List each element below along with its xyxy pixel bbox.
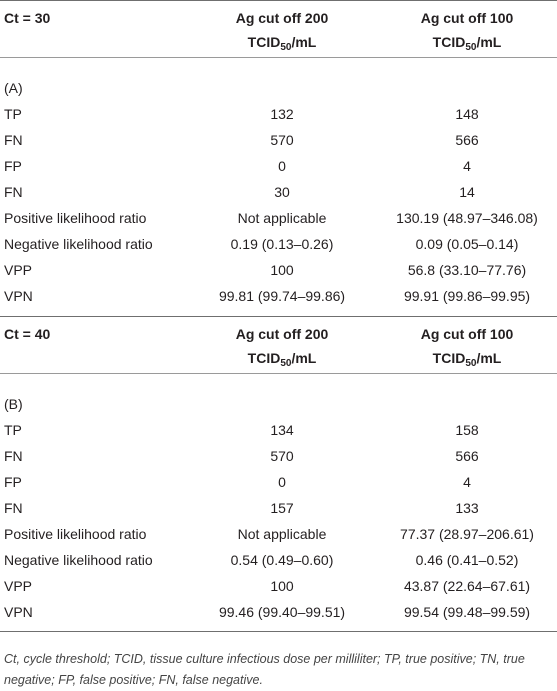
cell: 43.87 (22.64–67.61) <box>403 578 531 594</box>
unit-main: TCID <box>247 34 281 50</box>
cell: 133 <box>455 500 479 516</box>
section-label: (A) <box>4 80 23 96</box>
rule <box>0 316 557 317</box>
cell: 570 <box>270 448 294 464</box>
column-header: Ag cut off 100 <box>420 10 514 26</box>
unit-sub: 50 <box>465 42 477 53</box>
header-ct: Ct = 40 <box>4 326 51 342</box>
row-label: Positive likelihood ratio <box>4 210 147 226</box>
cell: Not applicable <box>237 526 327 542</box>
row-label: TP <box>4 106 22 122</box>
rule <box>0 57 557 58</box>
column-unit: TCID50/mL <box>247 349 317 369</box>
cell: 99.46 (99.40–99.51) <box>218 604 346 620</box>
cell: 99.81 (99.74–99.86) <box>218 288 346 304</box>
unit-sub: 50 <box>465 358 477 369</box>
cell: 0 <box>278 158 286 174</box>
row-label: FN <box>4 500 23 516</box>
cell: 157 <box>270 500 294 516</box>
row-label: VPN <box>4 604 33 620</box>
cell: 132 <box>270 106 294 122</box>
cell: 0.19 (0.13–0.26) <box>230 236 334 252</box>
row-label: FN <box>4 448 23 464</box>
row-label: FP <box>4 158 22 174</box>
cell: 0.09 (0.05–0.14) <box>415 236 519 252</box>
row-label: Negative likelihood ratio <box>4 552 153 568</box>
rule <box>0 0 557 1</box>
unit-main: TCID <box>432 350 466 366</box>
cell: 99.54 (99.48–99.59) <box>403 604 531 620</box>
row-label: VPP <box>4 262 33 278</box>
cell: 56.8 (33.10–77.76) <box>407 262 527 278</box>
cell: 99.91 (99.86–99.95) <box>403 288 531 304</box>
row-label: Positive likelihood ratio <box>4 526 147 542</box>
column-unit: TCID50/mL <box>432 349 502 369</box>
column-unit: TCID50/mL <box>247 33 317 53</box>
unit-tail: /mL <box>476 350 502 366</box>
row-label: VPP <box>4 578 33 594</box>
unit-main: TCID <box>432 34 466 50</box>
unit-tail: /mL <box>291 34 317 50</box>
cell: 0 <box>278 474 286 490</box>
row-label: TP <box>4 422 22 438</box>
cell: 566 <box>455 132 479 148</box>
cell: 134 <box>270 422 294 438</box>
unit-sub: 50 <box>280 358 292 369</box>
rule <box>0 631 557 632</box>
column-header: Ag cut off 200 <box>235 326 329 342</box>
row-label: FN <box>4 184 23 200</box>
cell: 30 <box>274 184 290 200</box>
row-label: FN <box>4 132 23 148</box>
row-label: VPN <box>4 288 33 304</box>
cell: 14 <box>459 184 475 200</box>
cell: 570 <box>270 132 294 148</box>
cell: 0.46 (0.41–0.52) <box>415 552 519 568</box>
footnote: Ct, cycle threshold; TCID, tissue cultur… <box>4 652 525 687</box>
unit-main: TCID <box>247 350 281 366</box>
row-label: FP <box>4 474 22 490</box>
cell: 148 <box>455 106 479 122</box>
section-label: (B) <box>4 396 23 412</box>
cell: 100 <box>270 262 294 278</box>
unit-sub: 50 <box>280 42 292 53</box>
cell: 77.37 (28.97–206.61) <box>400 526 534 542</box>
row-label: Negative likelihood ratio <box>4 236 153 252</box>
cell: Not applicable <box>237 210 327 226</box>
header-ct: Ct = 30 <box>4 10 51 26</box>
cell: 4 <box>463 474 471 490</box>
cell: 566 <box>455 448 479 464</box>
cell: 0.54 (0.49–0.60) <box>230 552 334 568</box>
unit-tail: /mL <box>291 350 317 366</box>
column-header: Ag cut off 200 <box>235 10 329 26</box>
cell: 4 <box>463 158 471 174</box>
column-unit: TCID50/mL <box>432 33 502 53</box>
cell: 100 <box>270 578 294 594</box>
column-header: Ag cut off 100 <box>420 326 514 342</box>
cell: 158 <box>455 422 479 438</box>
rule <box>0 373 557 374</box>
cell: 130.19 (48.97–346.08) <box>396 210 538 226</box>
unit-tail: /mL <box>476 34 502 50</box>
